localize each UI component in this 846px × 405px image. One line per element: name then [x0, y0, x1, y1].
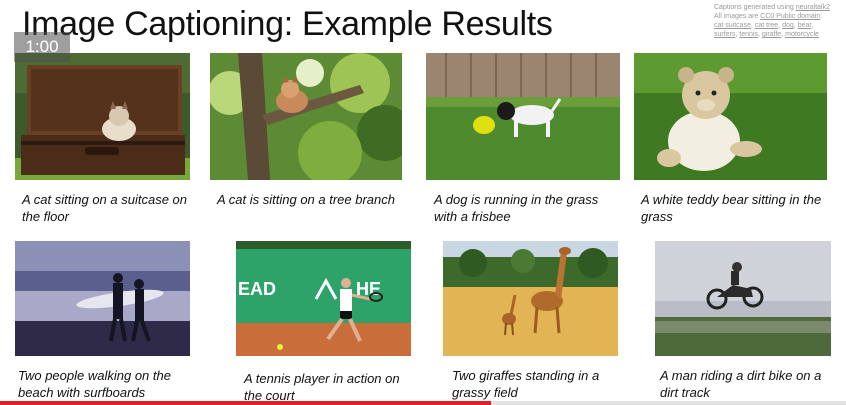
photo-teddy-bear	[634, 53, 827, 180]
video-progress-fill	[0, 401, 491, 405]
credit-link-surfers[interactable]: surfers	[714, 31, 736, 38]
caption-dirt-bike: A man riding a dirt bike on a dirt track	[660, 368, 822, 400]
credit-link-giraffe[interactable]: giraffe	[761, 31, 782, 38]
photo-giraffes	[443, 241, 618, 356]
credits-line1-text: Captions generated using	[714, 4, 796, 11]
credit-link-tennis[interactable]: tennis	[739, 31, 758, 38]
credit-link-bear[interactable]: bear	[797, 22, 812, 29]
photo-cat-suitcase	[15, 53, 190, 180]
caption-surfers-beach: Two people walking on the beach with sur…	[18, 368, 171, 400]
image-credits: Captions generated using neuraltalk2 All…	[714, 4, 830, 38]
photo-dirt-bike	[655, 241, 831, 356]
cc0-link[interactable]: CC0 Public domain	[760, 13, 821, 20]
photo-cat-tree	[210, 53, 402, 180]
caption-teddy-bear: A white teddy bear sitting in the grass	[641, 192, 822, 224]
photo-dog-frisbee	[426, 53, 620, 180]
credits-line2-text: All images are	[714, 13, 761, 20]
credits-line2-suffix: :	[820, 13, 823, 20]
caption-tennis-player: A tennis player in action on the court	[244, 371, 400, 403]
credit-link-dog[interactable]: dog	[782, 22, 794, 29]
video-timestamp: 1:00	[14, 32, 70, 62]
caption-dog-frisbee: A dog is running in the grass with a fri…	[434, 192, 599, 224]
credit-link-motorcycle[interactable]: motorcycle	[785, 31, 819, 38]
caption-cat-tree: A cat is sitting on a tree branch	[217, 192, 396, 207]
svg-text:EAD: EAD	[238, 279, 276, 299]
photo-surfers-beach	[15, 241, 190, 356]
slide-title: Image Captioning: Example Results	[22, 5, 553, 43]
credit-link-cat-suitcase[interactable]: cat suitcase	[714, 22, 751, 29]
photo-tennis-player: EAD HE	[236, 241, 411, 356]
credit-link-cat-tree[interactable]: cat tree	[754, 22, 779, 29]
neuraltalk2-link[interactable]: neuraltalk2	[795, 4, 830, 11]
caption-cat-suitcase: A cat sitting on a suitcase on the floor	[22, 192, 188, 224]
video-progress-bar[interactable]	[0, 401, 846, 405]
caption-giraffes: Two giraffes standing in a grassy field	[452, 368, 600, 400]
